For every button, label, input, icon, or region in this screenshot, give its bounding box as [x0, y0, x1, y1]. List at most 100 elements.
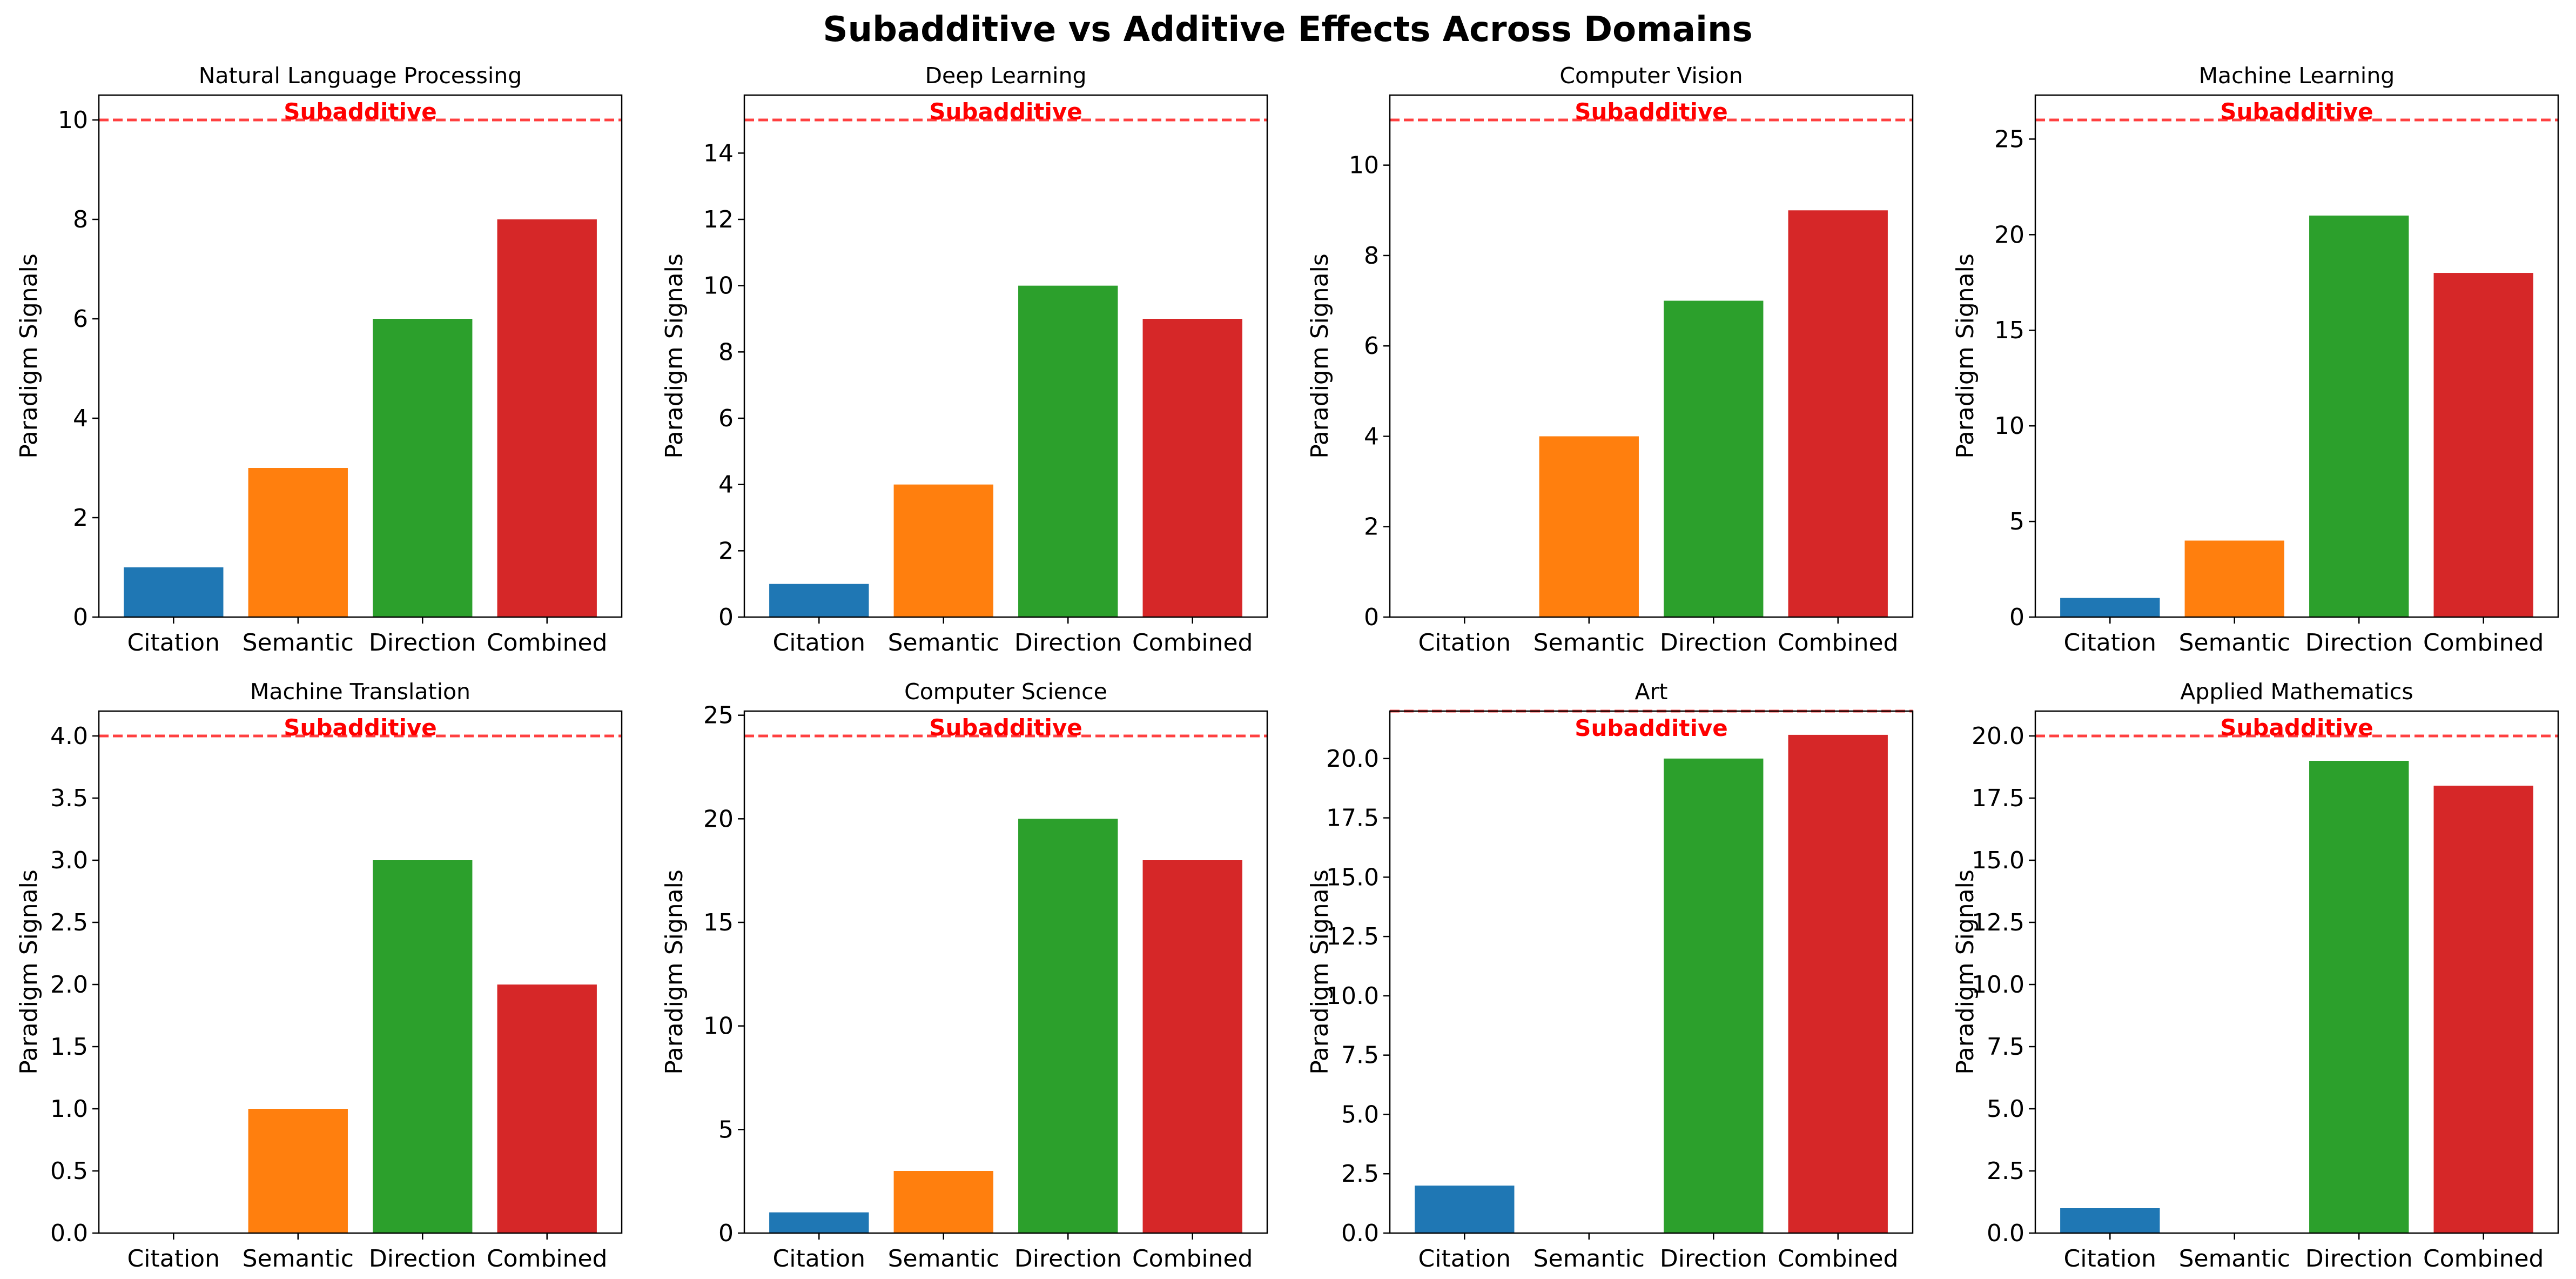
y-tick-label: 2	[1364, 513, 1379, 541]
y-tick-label: 4	[718, 471, 734, 499]
subadditive-annotation: Subadditive	[284, 714, 436, 741]
x-tick-label: Combined	[487, 1245, 608, 1273]
y-tick-label: 8	[1364, 242, 1379, 270]
y-tick-label: 20.0	[1972, 722, 2025, 750]
bar-citation	[769, 1212, 869, 1233]
subadditive-annotation: Subadditive	[1575, 715, 1727, 741]
subadditive-annotation: Subadditive	[929, 98, 1082, 125]
plot-frame	[2034, 710, 2559, 1234]
x-tick-label: Direction	[369, 629, 476, 657]
y-tick-label: 0	[718, 1220, 734, 1247]
y-tick-label: 0	[1364, 604, 1379, 631]
x-tick-label: Semantic	[2179, 1245, 2290, 1273]
subplot-title: Art	[1635, 679, 1668, 705]
y-axis-label: Paradigm Signals	[661, 253, 688, 459]
subplot: Natural Language Processing Paradigm Sign…	[15, 63, 623, 657]
x-tick-label: Combined	[1778, 629, 1899, 657]
y-tick-label: 8	[718, 338, 734, 366]
y-tick-label: 17.5	[1972, 785, 2025, 812]
y-tick-label: 2.5	[1341, 1160, 1379, 1188]
y-tick-label: 4	[1364, 423, 1379, 450]
x-tick-label: Combined	[1778, 1245, 1899, 1273]
y-tick-label: 15	[703, 909, 734, 936]
y-tick-label: 0.0	[1987, 1220, 2025, 1247]
y-tick-label: 6	[1364, 332, 1379, 360]
y-tick-label: 0.0	[50, 1220, 88, 1247]
y-tick-label: 10.0	[1326, 982, 1379, 1010]
y-tick-label: 0	[2009, 604, 2025, 631]
y-tick-label: 4.0	[50, 722, 88, 750]
bar-combined	[1788, 210, 1888, 618]
y-axis-label: Paradigm Signals	[1952, 869, 1979, 1075]
figure-title: Subadditive vs Additive Effects Across D…	[823, 10, 1752, 50]
subadditive-annotation: Subadditive	[2220, 714, 2373, 741]
y-tick-label: 14	[703, 139, 734, 167]
y-tick-label: 0.0	[1341, 1220, 1379, 1247]
subadditive-annotation: Subadditive	[2220, 98, 2373, 125]
x-tick-label: Semantic	[2179, 629, 2290, 657]
bar-combined	[2433, 786, 2533, 1233]
y-tick-label: 0	[73, 604, 88, 631]
bar-semantic	[248, 468, 348, 617]
y-tick-label: 1.0	[50, 1095, 88, 1123]
subplot-title: Machine Learning	[2199, 63, 2395, 89]
subadditive-annotation: Subadditive	[1575, 98, 1727, 125]
x-tick-label: Direction	[1660, 629, 1767, 657]
bar-combined	[1142, 860, 1242, 1233]
subplot: Deep Learning Paradigm Signals Citation Sem…	[661, 63, 1268, 657]
subplot-title: Computer Vision	[1559, 63, 1743, 89]
x-tick-label: Combined	[487, 629, 608, 657]
subplot-grid: Natural Language Processing Paradigm Sign…	[15, 63, 2559, 1273]
plot-frame	[2034, 94, 2559, 618]
bar-semantic	[2184, 540, 2284, 617]
plot-frame	[1389, 94, 1914, 618]
y-tick-label: 7.5	[1341, 1042, 1379, 1069]
y-axis-label: Paradigm Signals	[1306, 253, 1334, 459]
y-tick-label: 12	[703, 206, 734, 233]
y-tick-label: 25	[1994, 125, 2025, 153]
y-tick-label: 3.0	[50, 847, 88, 874]
bar-direction	[373, 319, 473, 617]
bar-citation	[1415, 1186, 1515, 1233]
x-tick-label: Citation	[773, 629, 865, 657]
y-tick-label: 12.5	[1326, 923, 1379, 950]
bar-combined	[1788, 734, 1888, 1233]
y-tick-label: 8	[73, 206, 88, 233]
y-tick-label: 2.5	[50, 909, 88, 936]
x-tick-label: Direction	[1014, 1245, 1122, 1273]
x-tick-label: Combined	[1132, 629, 1253, 657]
subadditive-annotation: Subadditive	[929, 714, 1082, 741]
x-tick-label: Citation	[127, 629, 220, 657]
y-tick-label: 2	[718, 537, 734, 565]
y-tick-label: 10	[703, 1013, 734, 1040]
subplot-title: Applied Mathematics	[2180, 679, 2413, 705]
y-tick-label: 20.0	[1326, 745, 1379, 773]
bar-direction	[1018, 285, 1118, 617]
subplot-title: Natural Language Processing	[199, 63, 522, 89]
x-tick-label: Semantic	[888, 629, 999, 657]
subplot: Applied Mathematics Paradigm Signals Citat…	[1952, 679, 2559, 1273]
subadditive-annotation: Subadditive	[284, 98, 436, 125]
bar-direction	[1018, 819, 1118, 1233]
x-tick-label: Citation	[2064, 1245, 2156, 1273]
bar-combined	[2433, 273, 2533, 618]
plot-frame	[743, 710, 1268, 1234]
y-tick-label: 10	[1994, 412, 2025, 440]
x-tick-label: Direction	[2305, 1245, 2413, 1273]
y-tick-label: 20	[1994, 221, 2025, 249]
x-tick-label: Citation	[1418, 1245, 1511, 1273]
subplot: Machine Translation Paradigm Signals Citat…	[15, 679, 623, 1273]
x-tick-label: Citation	[2064, 629, 2156, 657]
y-axis-label: Paradigm Signals	[15, 253, 43, 459]
bar-citation	[2060, 1208, 2160, 1233]
bar-combined	[1142, 319, 1242, 617]
plot-frame	[98, 710, 623, 1234]
subplot-title: Deep Learning	[925, 63, 1086, 89]
x-tick-label: Combined	[2423, 1245, 2544, 1273]
y-tick-label: 5.0	[1987, 1095, 2025, 1123]
plot-frame	[743, 94, 1268, 618]
x-tick-label: Direction	[369, 1245, 476, 1273]
bar-direction	[1664, 300, 1764, 617]
y-tick-label: 25	[703, 702, 734, 729]
bar-direction	[1664, 758, 1764, 1233]
